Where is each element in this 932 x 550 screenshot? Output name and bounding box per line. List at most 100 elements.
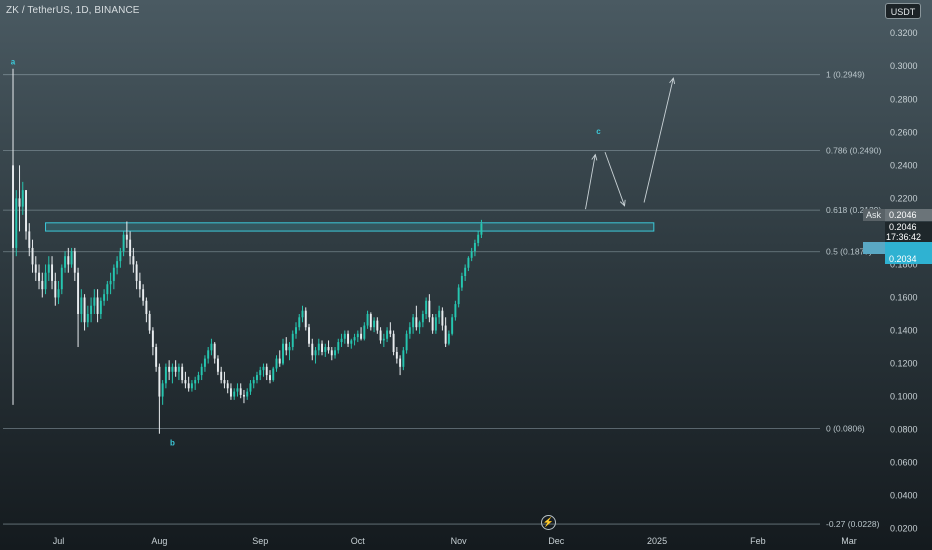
- candle-body: [103, 294, 106, 301]
- x-tick-label: Aug: [151, 536, 167, 546]
- candle-body: [421, 313, 424, 323]
- candle-body: [291, 333, 294, 348]
- candle-body: [194, 380, 197, 384]
- candle-body: [259, 370, 262, 376]
- candle-body: [418, 322, 421, 328]
- price-tags: Ask 0.2046 0.2046 17:36:42 0.2034: [863, 209, 932, 264]
- wave-label: b: [170, 439, 175, 448]
- price-axis[interactable]: 0.0200 0.0400 0.0600 0.0800 0.1000 0.1200 0.14…: [890, 28, 918, 533]
- candle-body: [116, 261, 119, 268]
- candle-body: [239, 388, 242, 395]
- candle-body: [428, 300, 431, 318]
- candle-body: [99, 300, 102, 314]
- candle-body: [34, 264, 37, 273]
- projection-arrow-head: [591, 153, 598, 161]
- fib-level-label: 0 (0.0806): [826, 424, 865, 434]
- wave-labels: a b c: [11, 58, 602, 448]
- candle-body: [402, 350, 405, 367]
- candle-body: [444, 325, 447, 344]
- candle-body: [109, 280, 112, 285]
- time-axis[interactable]: Jul Aug Sep Oct Nov Dec 2025 Feb Mar: [53, 536, 857, 546]
- candle-body: [314, 350, 317, 356]
- candle-body: [272, 368, 275, 381]
- wave-label: a: [11, 58, 16, 67]
- candle-body: [96, 297, 99, 314]
- candle-body: [282, 343, 284, 364]
- candle-body: [138, 280, 141, 290]
- ask-tag-label: Ask: [866, 210, 882, 220]
- candle-body: [317, 343, 320, 351]
- candle-body: [330, 350, 333, 356]
- candle-body: [334, 350, 337, 356]
- candle-body: [226, 383, 229, 389]
- lightning-icon[interactable]: ⚡: [541, 515, 556, 530]
- projection-arrow-head: [669, 77, 676, 85]
- candle-body: [438, 310, 441, 318]
- candle-body: [431, 317, 434, 331]
- currency-button[interactable]: USDT: [885, 3, 921, 19]
- candle-body: [425, 300, 428, 314]
- projection-arrow-line: [585, 154, 596, 210]
- candle-body: [86, 313, 89, 323]
- candle-body: [434, 317, 437, 331]
- candle-body: [249, 383, 252, 392]
- candle-body: [93, 297, 96, 306]
- candle-body: [21, 190, 24, 207]
- candle-body: [213, 343, 216, 359]
- candle-body: [73, 251, 76, 273]
- candle-body: [265, 366, 268, 376]
- candle-body: [223, 380, 226, 384]
- projection-arrow-head: [619, 199, 626, 207]
- fibonacci-retracement[interactable]: 1 (0.2949) 0.786 (0.2490) 0.618 (0.2129) 0.…: [3, 70, 881, 529]
- candle-body: [311, 343, 314, 356]
- candle-body: [83, 297, 86, 323]
- candle-body: [77, 272, 80, 314]
- candle-body: [295, 327, 297, 334]
- y-tick-label: 0.1200: [890, 359, 918, 369]
- ask-tag-value: 0.2046: [889, 210, 917, 220]
- candle-body: [395, 351, 398, 359]
- candle-body: [356, 333, 359, 338]
- candle-body: [112, 267, 115, 281]
- resistance-zone[interactable]: [45, 222, 655, 232]
- candle-body: [473, 242, 476, 252]
- symbol-title[interactable]: ZK / TetherUS, 1D, BINANCE: [6, 5, 140, 16]
- candle-body: [187, 383, 190, 389]
- candle-body: [125, 234, 128, 240]
- x-tick-label: Sep: [252, 536, 268, 546]
- projection-arrows[interactable]: [585, 77, 676, 210]
- candle-body: [480, 223, 483, 235]
- candle-body: [324, 347, 327, 352]
- bid-tag-marker: [863, 242, 885, 254]
- bid-tag-value: 0.2034: [889, 254, 917, 264]
- candle-body: [242, 394, 245, 397]
- candle-body: [353, 337, 356, 341]
- candle-body: [451, 317, 454, 334]
- candle-body: [220, 371, 223, 381]
- candle-body: [57, 289, 60, 298]
- ask-tag-label-box: [863, 209, 885, 221]
- candle-body: [164, 366, 167, 384]
- candle-body: [288, 347, 291, 351]
- candle-body: [373, 320, 376, 328]
- candle-body: [441, 310, 444, 326]
- candle-body: [408, 327, 411, 334]
- candle-body: [360, 333, 363, 339]
- candle-body: [181, 366, 184, 381]
- candle-body: [132, 256, 135, 265]
- candle-body: [467, 257, 470, 268]
- candle-body: [298, 317, 301, 328]
- candle-body: [337, 342, 340, 351]
- candle-body: [184, 380, 187, 384]
- y-tick-label: 0.3200: [890, 28, 918, 38]
- candle-body: [145, 300, 148, 314]
- x-tick-label: Jul: [53, 536, 65, 546]
- candle-body: [54, 280, 57, 298]
- candle-body: [304, 310, 307, 328]
- fib-level-label: 1 (0.2949): [826, 70, 865, 80]
- candle-body: [262, 366, 265, 371]
- candle-body: [301, 310, 304, 318]
- candle-body: [28, 231, 31, 248]
- candle-body: [135, 264, 138, 281]
